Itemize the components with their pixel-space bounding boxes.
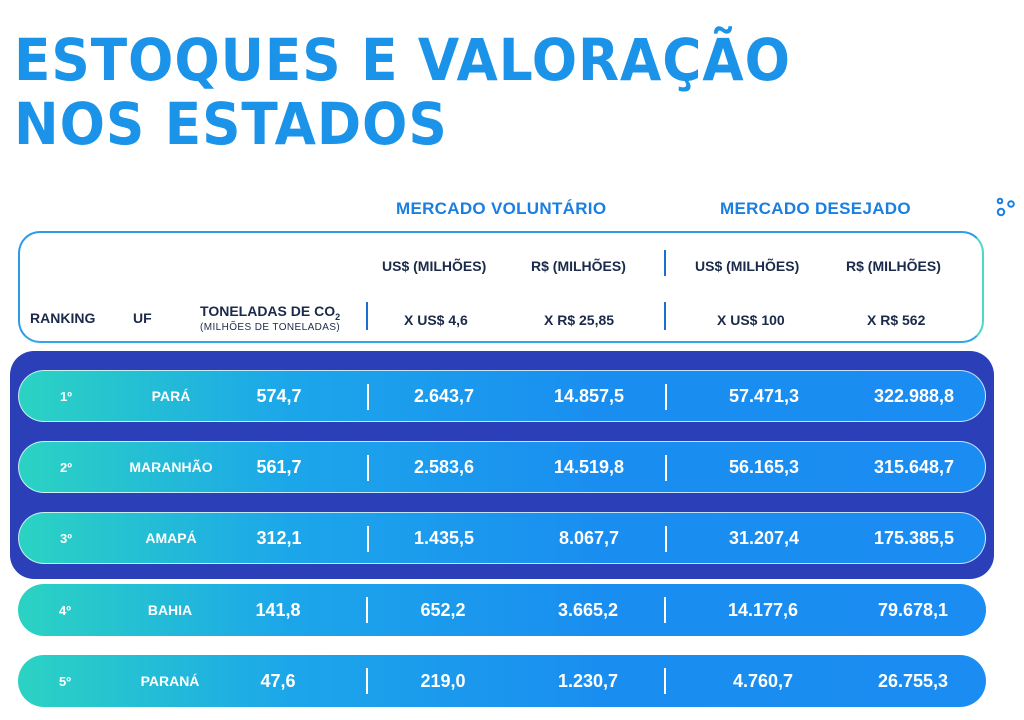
row-separator (665, 455, 667, 481)
group-label-desejado: MERCADO DESEJADO (720, 199, 911, 218)
row-separator (664, 597, 666, 623)
table-header (18, 231, 984, 343)
header-usd-desejado-rate: X US$ 100 (717, 312, 785, 328)
des-brl: 26.755,3 (877, 670, 949, 691)
vol-brl: 1.230,7 (557, 670, 619, 691)
header-separator (366, 302, 368, 330)
header-toneladas-note: (MILHÕES DE TONELADAS) (200, 321, 341, 333)
des-usd: 31.207,4 (728, 527, 800, 548)
uf: PARÁ (151, 388, 191, 404)
des-usd: 57.471,3 (728, 385, 800, 406)
header-usd-desejado: US$ (MILHÕES) (695, 258, 800, 274)
row-separator (366, 668, 368, 694)
rank: 1º (60, 388, 72, 404)
header-brl-voluntario: R$ (MILHÕES) (531, 258, 626, 274)
vol-usd: 1.435,5 (413, 527, 475, 548)
header-brl-desejado-rate: X R$ 562 (867, 312, 926, 328)
title-line-2: NOS ESTADOS (14, 90, 448, 158)
header-brl-voluntario-rate: X R$ 25,85 (544, 312, 615, 328)
vol-brl: 14.857,5 (553, 385, 625, 406)
group-label-voluntario: MERCADO VOLUNTÁRIO (396, 199, 607, 218)
table-row: 4º BAHIA 141,8 652,2 3.665,2 14.177,6 79… (18, 584, 986, 636)
header-uf: UF (133, 310, 152, 326)
header-toneladas: TONELADAS DE CO2 (MILHÕES DE TONELADAS) (200, 303, 340, 333)
des-brl: 79.678,1 (877, 599, 949, 620)
uf: AMAPÁ (145, 530, 197, 546)
des-usd: 56.165,3 (728, 456, 800, 477)
vol-usd: 652,2 (420, 599, 466, 620)
header-toneladas-subscript: 2 (335, 311, 341, 322)
row-separator (367, 455, 369, 481)
row-separator (366, 597, 368, 623)
des-brl: 175.385,5 (873, 527, 955, 548)
toneladas: 561,7 (256, 456, 302, 477)
header-usd-voluntario-rate: X US$ 4,6 (404, 312, 468, 328)
vol-brl: 14.519,8 (553, 456, 625, 477)
page-title: ESTOQUES E VALORAÇÃO NOS ESTADOS (14, 28, 791, 156)
toneladas: 574,7 (256, 385, 302, 406)
row-separator (367, 526, 369, 552)
table-row: 2º MARANHÃO 561,7 2.583,6 14.519,8 56.16… (18, 441, 986, 493)
header-separator (664, 250, 666, 276)
vol-usd: 219,0 (420, 670, 466, 691)
row-separator (665, 526, 667, 552)
des-usd: 4.760,7 (732, 670, 794, 691)
header-usd-voluntario: US$ (MILHÕES) (382, 258, 487, 274)
des-usd: 14.177,6 (727, 599, 799, 620)
table-row: 5º PARANÁ 47,6 219,0 1.230,7 4.760,7 26.… (18, 655, 986, 707)
rank: 4º (59, 602, 71, 618)
row-separator (665, 384, 667, 410)
uf: BAHIA (147, 602, 193, 618)
rank: 2º (60, 459, 72, 475)
rank: 5º (59, 673, 71, 689)
header-brl-desejado: R$ (MILHÕES) (846, 258, 941, 274)
toneladas: 141,8 (255, 599, 301, 620)
toneladas: 47,6 (260, 670, 296, 691)
rank: 3º (60, 530, 72, 546)
header-ranking: RANKING (30, 310, 96, 326)
vol-usd: 2.583,6 (413, 456, 475, 477)
table-row: 3º AMAPÁ 312,1 1.435,5 8.067,7 31.207,4 … (18, 512, 986, 564)
dots-icon (996, 197, 1015, 217)
vol-usd: 2.643,7 (413, 385, 475, 406)
header-toneladas-label: TONELADAS DE CO (200, 303, 336, 319)
table-row: 1º PARÁ 574,7 2.643,7 14.857,5 57.471,3 … (18, 370, 986, 422)
row-separator (367, 384, 369, 410)
vol-brl: 3.665,2 (557, 599, 619, 620)
toneladas: 312,1 (256, 527, 302, 548)
title-line-1: ESTOQUES E VALORAÇÃO (14, 26, 791, 94)
des-brl: 322.988,8 (873, 385, 955, 406)
vol-brl: 8.067,7 (558, 527, 620, 548)
header-separator (664, 302, 666, 330)
des-brl: 315.648,7 (873, 456, 955, 477)
row-separator (664, 668, 666, 694)
uf: PARANÁ (140, 673, 200, 689)
uf: MARANHÃO (129, 459, 213, 475)
